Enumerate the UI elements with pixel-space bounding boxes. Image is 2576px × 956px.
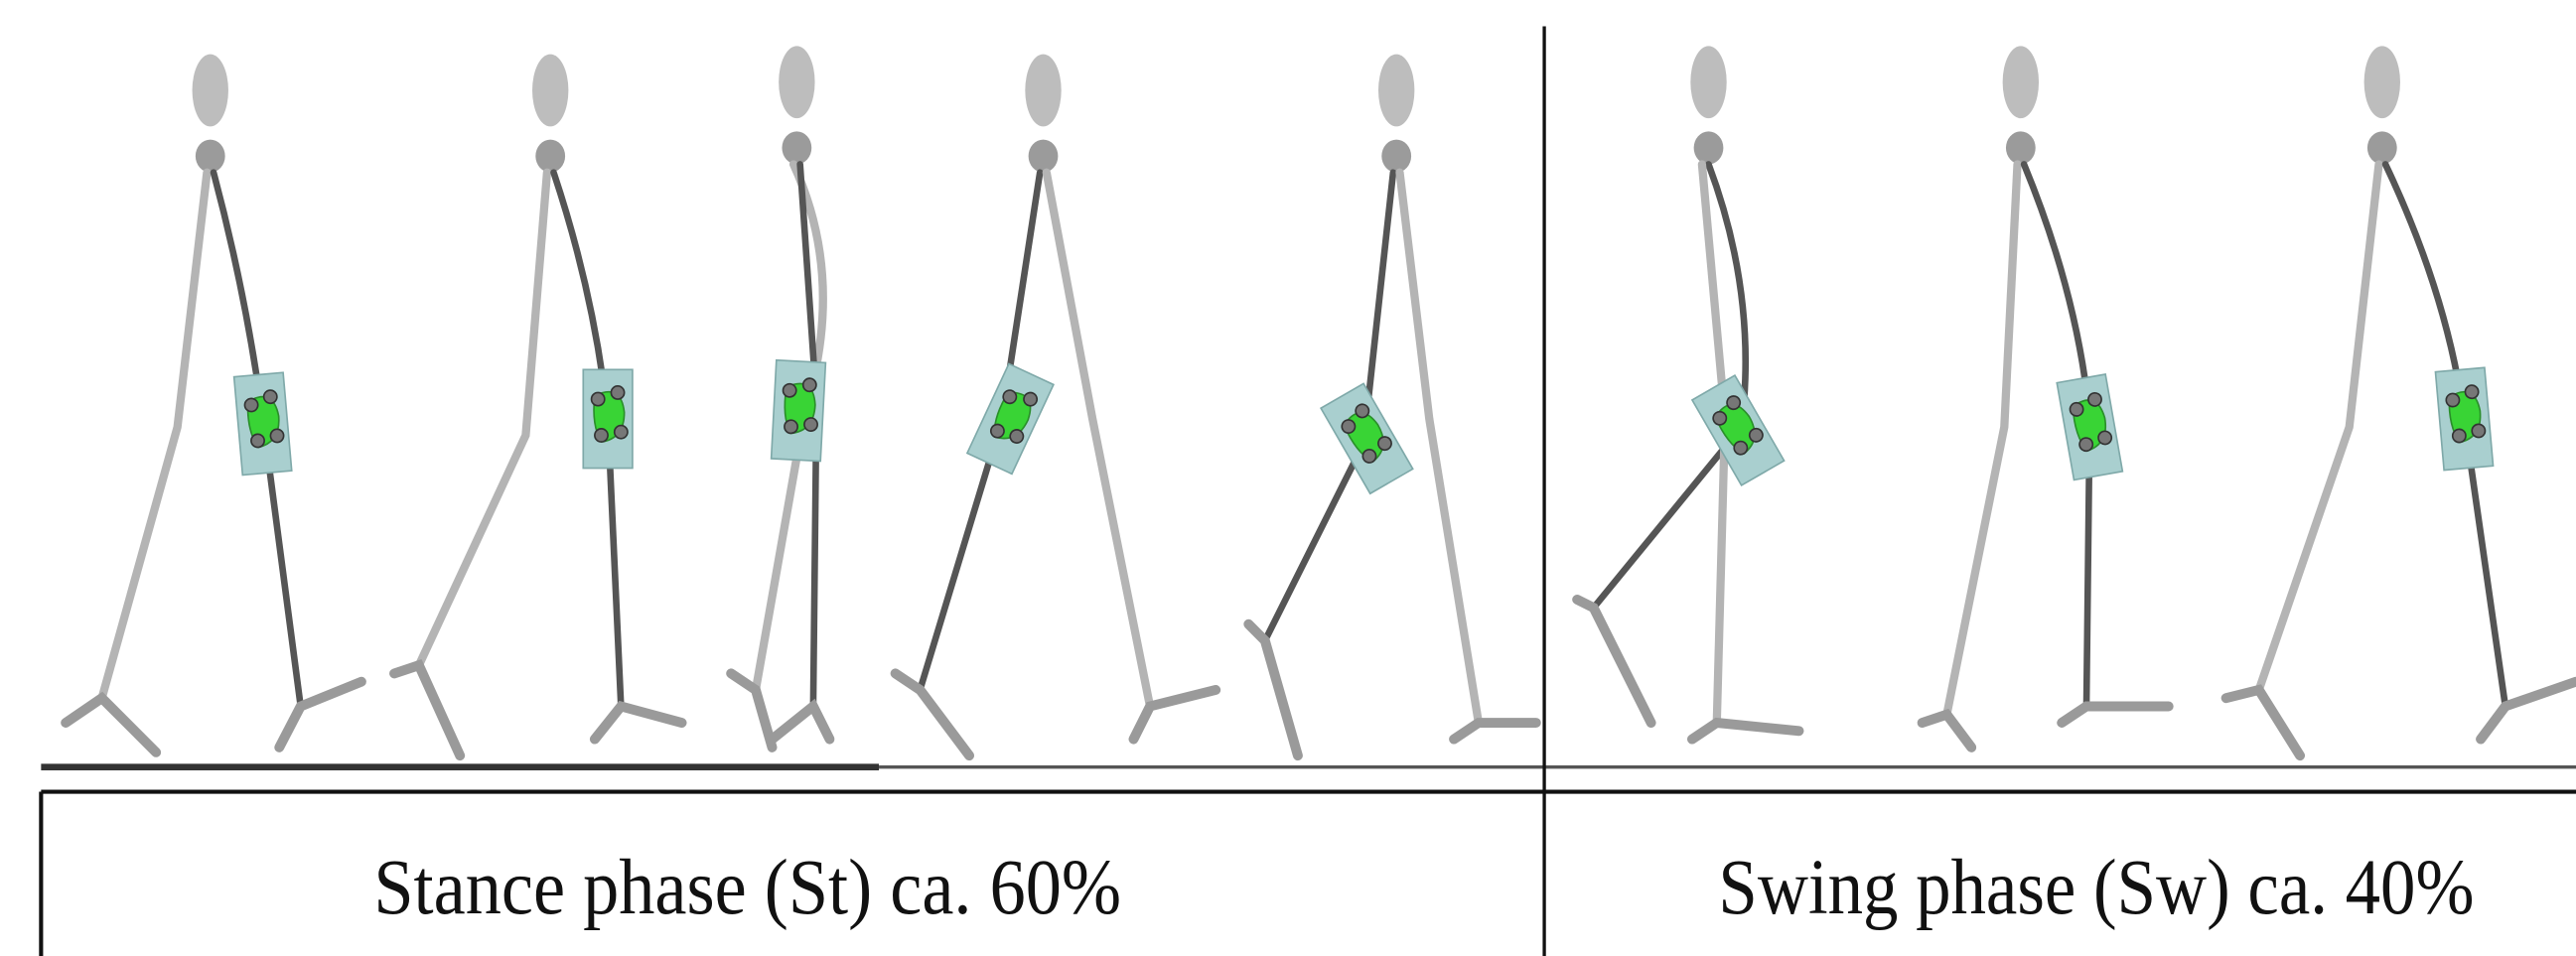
page: Stance phase (St) ca. 60% Swing phase (S… [0,0,2576,956]
leg-figure [731,46,829,748]
leg-figure [1577,46,1798,739]
leg-figure [896,55,1216,756]
leg-figure [1923,46,2169,748]
leg-figure [66,55,361,752]
gait-figure: Stance phase (St) ca. 60% Swing phase (S… [0,0,2576,956]
leg-figure [2226,46,2576,755]
leg-figure [394,55,682,756]
leg-figure [1248,55,1536,756]
phase-label: Stance phase (St) ca. 60% [373,844,1121,931]
phase-label: Swing phase (Sw) ca. 40% [1718,844,2474,931]
